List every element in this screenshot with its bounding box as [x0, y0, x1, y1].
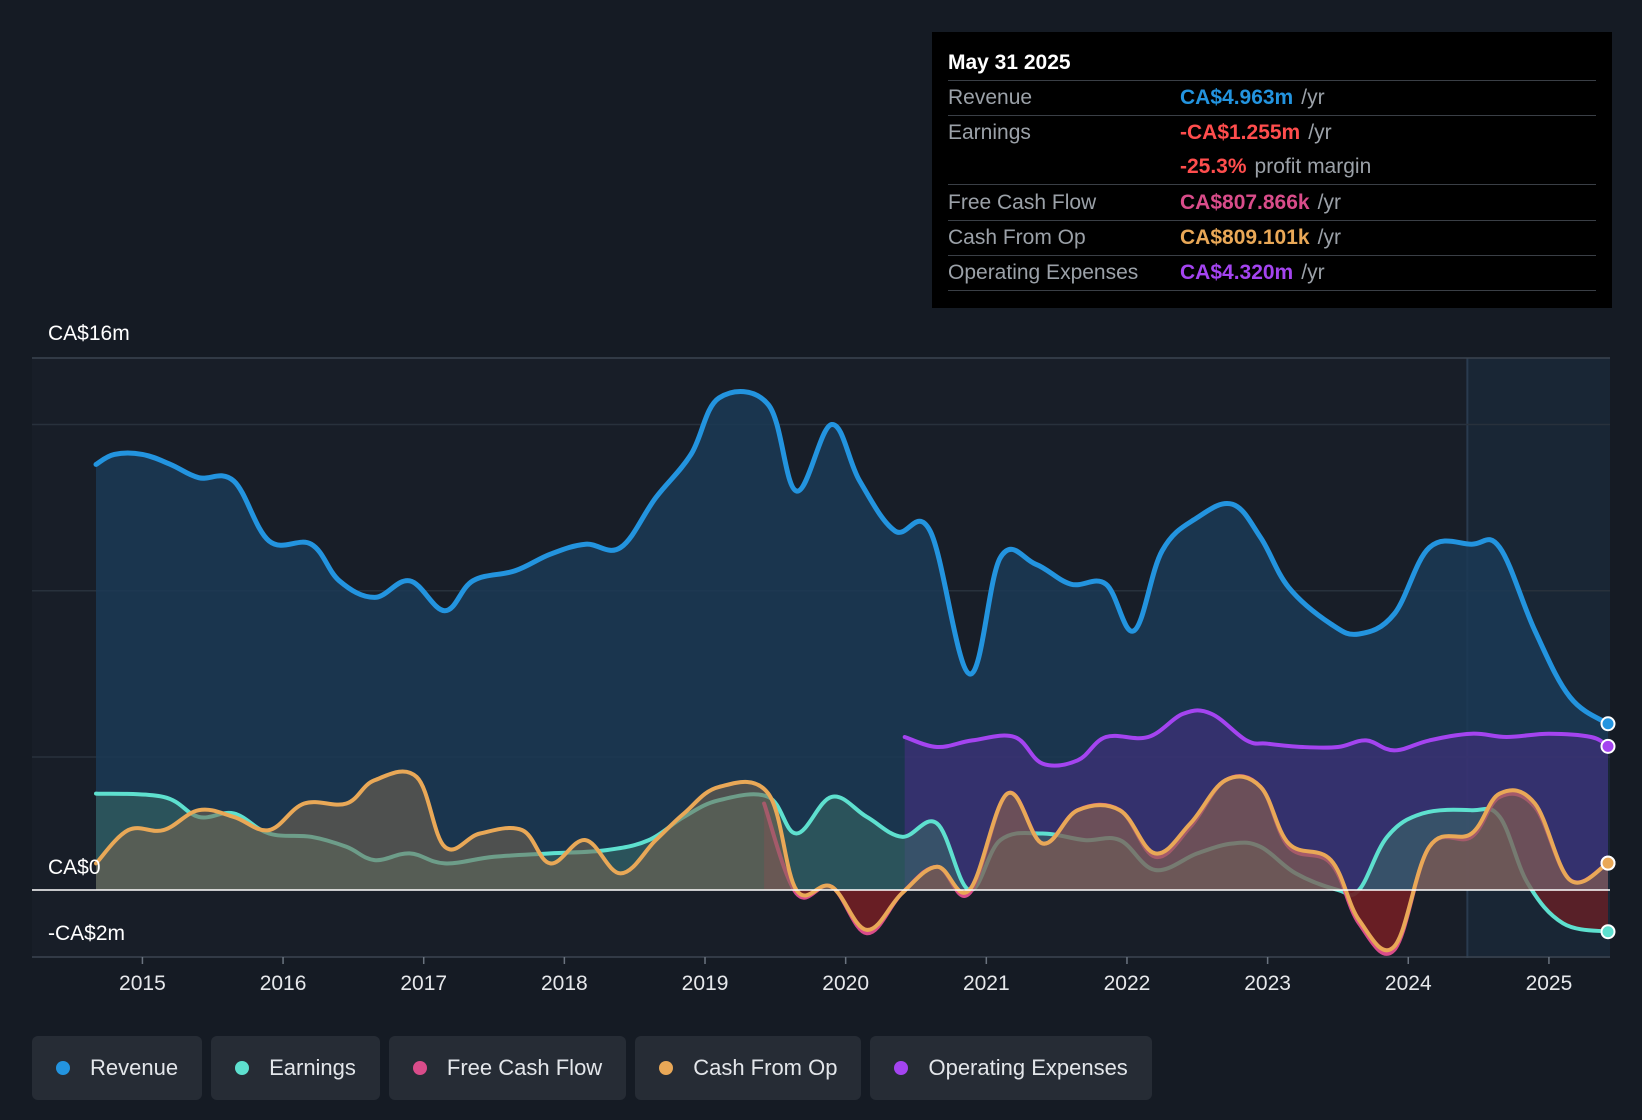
tooltip-opex-value: CA$4.320m: [1180, 261, 1294, 284]
line-revenue: [93, 389, 1611, 727]
x-tick-label: 2021: [963, 972, 1010, 995]
area-negative-cfo: [96, 890, 1608, 951]
legend-item-cfo[interactable]: Cash From Op: [635, 1036, 862, 1100]
legend-label: Operating Expenses: [928, 1055, 1128, 1080]
legend-dot-icon: [659, 1061, 674, 1075]
tooltip-label: Earnings: [948, 121, 1031, 144]
tooltip-unit: /yr: [1308, 121, 1332, 144]
y-label-top: CA$16m: [48, 322, 130, 345]
tooltip-label: Revenue: [948, 86, 1033, 109]
tooltip-panel: May 31 2025 Revenue CA$4.963m /yr Earnin…: [932, 32, 1612, 308]
line-cfo: [94, 769, 1610, 953]
legend-label: Earnings: [269, 1055, 356, 1080]
tooltip-unit: profit margin: [1254, 155, 1372, 178]
x-tick-label: 2020: [822, 972, 869, 995]
legend-label: Free Cash Flow: [446, 1055, 603, 1080]
legend-dot-icon: [412, 1061, 427, 1075]
line-opex: [902, 708, 1610, 768]
legend-item-opex[interactable]: Operating Expenses: [870, 1036, 1152, 1100]
tooltip-row-revenue: Revenue CA$4.963m /yr: [948, 80, 1596, 115]
tooltip-revenue-value: CA$4.963m: [1180, 86, 1294, 109]
legend-dot-icon: [56, 1061, 70, 1075]
legend: Revenue Earnings Free Cash Flow Cash Fro…: [32, 1036, 1161, 1100]
y-label-bottom: -CA$2m: [48, 922, 125, 945]
tooltip-row-fcf: Free Cash Flow CA$807.866k /yr: [948, 184, 1596, 220]
legend-label: Cash From Op: [693, 1055, 838, 1080]
x-tick-label: 2022: [1104, 972, 1151, 995]
x-tick-label: 2023: [1244, 972, 1291, 995]
tooltip-label: Operating Expenses: [948, 261, 1139, 284]
tooltip-unit: /yr: [1301, 261, 1325, 284]
endpoint-opex: [1600, 738, 1616, 754]
tooltip-row-opex: Operating Expenses CA$4.320m /yr: [948, 255, 1596, 291]
endpoint-cfo: [1600, 855, 1616, 871]
tooltip-unit: /yr: [1301, 86, 1325, 109]
tooltip-row-margin: -25.3% profit margin: [948, 150, 1596, 184]
legend-item-revenue[interactable]: Revenue: [32, 1036, 203, 1100]
tooltip-row-earnings: Earnings -CA$1.255m /yr: [948, 115, 1596, 150]
tooltip-label: Free Cash Flow: [948, 190, 1097, 214]
x-tick-label: 2015: [119, 972, 166, 995]
tooltip-date: May 31 2025: [948, 51, 1071, 74]
area-cfo: [96, 771, 1608, 890]
x-tick-label: 2024: [1385, 972, 1432, 995]
tooltip-unit: /yr: [1317, 190, 1341, 214]
legend-dot-icon: [235, 1061, 250, 1075]
tooltip-earnings-value: -CA$1.255m: [1180, 121, 1301, 144]
tooltip-unit: /yr: [1317, 226, 1341, 249]
tooltip-label: Cash From Op: [948, 226, 1086, 249]
tooltip-margin-value: -25.3%: [1180, 155, 1247, 178]
tooltip-cfo-value: CA$809.101k: [1180, 226, 1310, 249]
x-tick-label: 2025: [1526, 972, 1573, 995]
x-tick-label: 2016: [260, 972, 307, 995]
y-label-zero: CA$0: [48, 856, 101, 879]
legend-label: Revenue: [90, 1055, 179, 1080]
x-tick-label: 2018: [541, 972, 588, 995]
tooltip-row-cfo: Cash From Op CA$809.101k /yr: [948, 220, 1596, 255]
x-tick-label: 2019: [682, 972, 729, 995]
tooltip-fcf-value: CA$807.866k: [1180, 190, 1310, 214]
x-tick-label: 2017: [400, 972, 447, 995]
endpoint-revenue: [1600, 716, 1616, 732]
legend-item-earnings[interactable]: Earnings: [211, 1036, 380, 1100]
legend-item-fcf[interactable]: Free Cash Flow: [388, 1036, 627, 1100]
endpoint-earnings: [1600, 924, 1616, 940]
legend-dot-icon: [894, 1061, 909, 1075]
